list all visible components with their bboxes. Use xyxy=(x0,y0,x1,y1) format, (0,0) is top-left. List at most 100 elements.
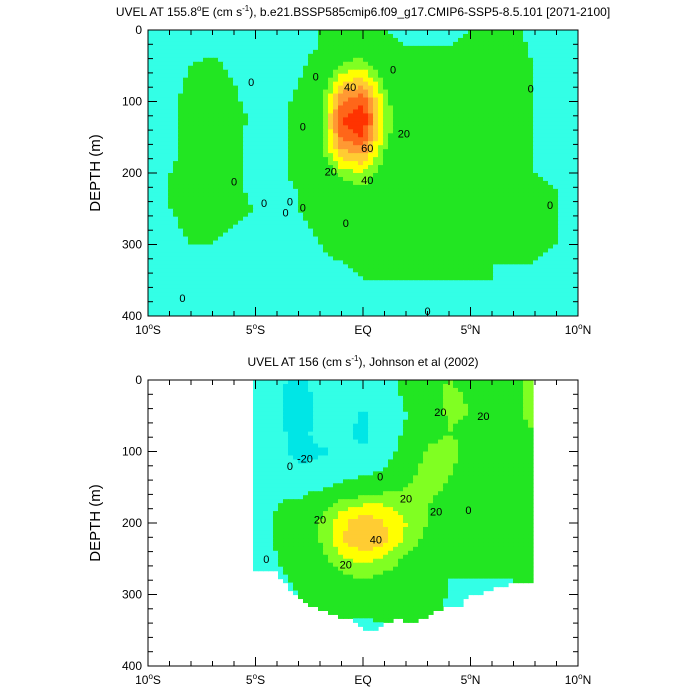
top-field-cell xyxy=(498,113,504,118)
top-field-cell xyxy=(148,260,154,265)
top-field-cell xyxy=(548,256,554,261)
top-field-cell xyxy=(373,169,379,174)
top-field-cell xyxy=(343,157,349,162)
top-field-cell xyxy=(348,145,354,150)
top-field-cell xyxy=(483,41,489,47)
top-field-cell xyxy=(243,157,249,162)
top-field-cell xyxy=(183,129,189,134)
top-field-cell xyxy=(433,49,439,55)
top-field-cell xyxy=(278,153,284,158)
top-field-cell xyxy=(383,204,389,210)
top-field-cell xyxy=(243,61,249,67)
top-field-cell xyxy=(508,53,514,59)
top-field-cell xyxy=(543,180,549,186)
top-field-cell xyxy=(223,101,229,107)
top-field-cell xyxy=(168,85,174,91)
top-field-cell xyxy=(323,45,329,51)
top-field-cell xyxy=(483,57,489,63)
top-field-cell xyxy=(173,33,179,39)
top-field-cell xyxy=(228,97,234,103)
top-field-cell xyxy=(388,129,394,134)
top-field-cell xyxy=(338,256,344,261)
top-field-cell xyxy=(453,169,459,174)
top-field-cell xyxy=(223,236,229,242)
top-field-cell xyxy=(553,30,559,35)
top-field-cell xyxy=(458,212,464,218)
top-field-cell xyxy=(168,244,174,250)
top-field-cell xyxy=(233,129,239,134)
top-field-cell xyxy=(168,204,174,210)
top-field-cell xyxy=(148,133,154,138)
top-field-cell xyxy=(328,30,334,35)
top-field-cell xyxy=(513,141,519,146)
top-field-cell xyxy=(313,216,319,222)
top-field-cell xyxy=(168,240,174,246)
top-field-cell xyxy=(188,61,194,67)
top-field-cell xyxy=(428,141,434,146)
top-field-cell xyxy=(543,165,549,170)
top-field-cell xyxy=(523,149,529,154)
top-field-cell xyxy=(273,252,279,258)
top-field-cell xyxy=(278,145,284,150)
top-field-cell xyxy=(183,232,189,238)
top-field-cell xyxy=(233,184,239,190)
top-field-cell xyxy=(383,252,389,258)
top-field-cell xyxy=(378,37,384,43)
top-field-cell xyxy=(493,121,499,126)
top-field-cell xyxy=(413,85,419,91)
top-field-cell xyxy=(523,188,529,194)
top-field-cell xyxy=(363,157,369,162)
top-field-cell xyxy=(258,125,264,130)
top-field-cell xyxy=(528,165,534,170)
top-field-cell xyxy=(338,248,344,254)
top-field-cell xyxy=(168,224,174,230)
top-field-cell xyxy=(263,69,269,75)
top-field-cell xyxy=(213,125,219,130)
top-field-cell xyxy=(368,65,374,71)
top-field-cell xyxy=(223,224,229,230)
top-field-cell xyxy=(538,184,544,190)
top-field-cell xyxy=(473,33,479,39)
top-field-cell xyxy=(508,30,514,35)
top-field-cell xyxy=(203,105,209,111)
top-field-cell xyxy=(253,188,259,194)
top-field-cell xyxy=(423,228,429,234)
top-field-cell xyxy=(523,97,529,103)
top-field-cell xyxy=(273,153,279,158)
top-field-cell xyxy=(203,145,209,150)
top-field-cell xyxy=(443,216,449,222)
top-field-cell xyxy=(333,196,339,202)
top-field-cell xyxy=(238,65,244,71)
top-field-cell xyxy=(488,93,494,99)
top-field-cell xyxy=(518,180,524,186)
top-field-cell xyxy=(543,113,549,118)
top-field-cell xyxy=(353,93,359,99)
top-field-cell xyxy=(278,180,284,186)
top-field-cell xyxy=(568,216,574,222)
top-field-cell xyxy=(228,61,234,67)
top-field-cell xyxy=(468,169,474,174)
top-field-cell xyxy=(273,105,279,111)
top-field-cell xyxy=(233,149,239,154)
top-field-cell xyxy=(488,204,494,210)
top-field-cell xyxy=(393,180,399,186)
top-field-cell xyxy=(478,133,484,138)
top-field-cell xyxy=(333,61,339,67)
top-field-cell xyxy=(343,45,349,51)
top-field-cell xyxy=(268,77,274,83)
top-field-cell xyxy=(318,176,324,182)
top-field-cell xyxy=(533,188,539,194)
top-field-cell xyxy=(278,65,284,71)
top-field-cell xyxy=(433,240,439,246)
top-field-cell xyxy=(308,192,314,198)
top-field-cell xyxy=(308,208,314,214)
top-field-cell xyxy=(328,137,334,142)
top-field-cell xyxy=(338,81,344,87)
top-field-cell xyxy=(383,65,389,71)
top-field-cell xyxy=(553,212,559,218)
top-field-cell xyxy=(243,232,249,238)
top-field-cell xyxy=(333,53,339,59)
top-field-cell xyxy=(288,173,294,178)
top-field-cell xyxy=(523,200,529,206)
top-field-cell xyxy=(258,228,264,234)
